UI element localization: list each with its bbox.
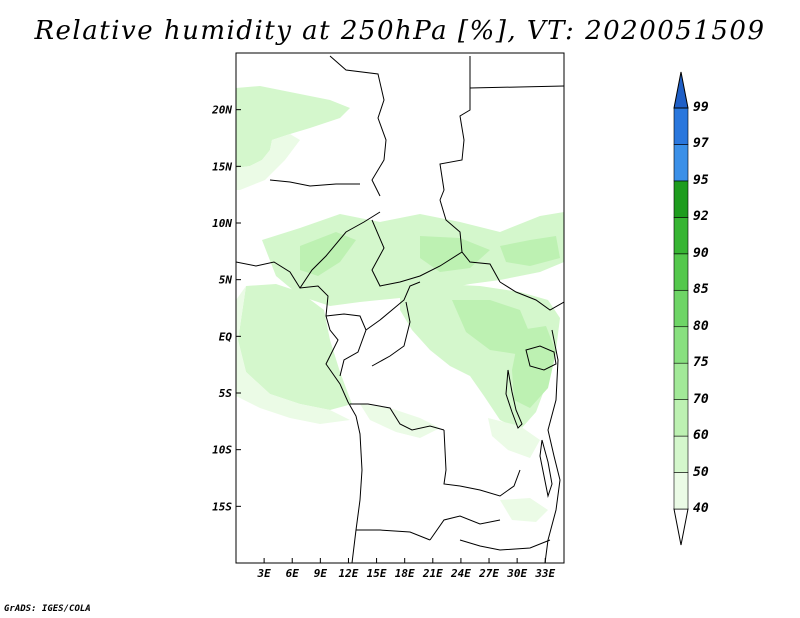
border-drc-congo xyxy=(365,281,421,331)
humidity-shading xyxy=(236,86,564,522)
colorbar-segment xyxy=(673,435,689,473)
humid-area-south-patch-1 xyxy=(360,404,440,438)
colorbar-level-label: 70 xyxy=(693,391,709,407)
colorbar-level-label: 75 xyxy=(693,355,709,371)
lat-tick-label: 10N xyxy=(212,217,232,230)
humid-area-central-band-core-2 xyxy=(420,236,490,272)
lat-tick-label: 5N xyxy=(219,274,233,287)
longitude-ticks: 3E 6E 9E 12E 15E 18E 21E 24E 27E 30E 33E xyxy=(256,558,556,580)
lat-tick-label: 10S xyxy=(212,444,232,457)
colorbar-segment xyxy=(673,144,689,182)
border-angola-north xyxy=(350,403,445,431)
colorbar-level-label: 80 xyxy=(693,318,709,334)
border-cameroon xyxy=(299,211,381,289)
humid-area-northwest xyxy=(236,86,350,168)
coastline-west-africa xyxy=(236,261,363,563)
country-borders xyxy=(236,55,564,563)
lake-malawi-outline xyxy=(539,439,553,498)
lake-victoria-outline xyxy=(525,345,557,371)
lon-tick-label: 9E xyxy=(314,567,328,580)
border-libya-chad xyxy=(329,55,387,197)
colorbar-segment xyxy=(673,472,689,510)
lake-tanganyika-outline xyxy=(505,369,523,429)
colorbar-segment xyxy=(673,217,689,255)
lon-tick-label: 21E xyxy=(422,567,443,580)
lat-tick-label: EQ xyxy=(219,330,233,343)
colorbar-under-triangle xyxy=(673,508,689,546)
colorbar-level-label: 90 xyxy=(693,245,709,261)
lon-tick-label: 12E xyxy=(339,567,359,580)
colorbar-level-label: 97 xyxy=(693,136,709,152)
lon-tick-label: 15E xyxy=(367,567,387,580)
border-drc-west xyxy=(371,301,411,367)
border-angola-east xyxy=(443,429,461,487)
lat-tick-label: 20N xyxy=(211,104,232,117)
grads-credit: GrADS: IGES/COLA xyxy=(4,604,91,614)
colorbar-segment xyxy=(673,326,689,364)
humid-area-south-patch-2 xyxy=(488,418,540,458)
border-egypt-sudan xyxy=(439,56,471,201)
lon-tick-label: 33E xyxy=(534,567,555,580)
lon-tick-label: 3E xyxy=(256,567,271,580)
lat-tick-label: 5S xyxy=(219,387,233,400)
lat-tick-label: 15S xyxy=(212,500,232,513)
lon-tick-label: 18E xyxy=(395,567,415,580)
colorbar-level-label: 50 xyxy=(693,464,709,480)
colorbar-segment xyxy=(673,289,689,328)
border-south-east xyxy=(459,539,551,551)
colorbar-segment xyxy=(673,180,689,218)
border-sudan-north xyxy=(469,85,564,89)
east-african-coast xyxy=(544,329,561,563)
colorbar-over-triangle xyxy=(673,71,689,109)
map-frame xyxy=(235,52,565,564)
lon-tick-label: 6E xyxy=(286,567,300,580)
colorbar-segment xyxy=(673,253,689,291)
colorbar-level-label: 60 xyxy=(693,428,709,444)
lon-tick-label: 24E xyxy=(450,567,471,580)
colorbar-level-label: 99 xyxy=(693,100,709,115)
humid-area-gulf-guinea xyxy=(238,284,352,410)
map-title: Relative humidity at 250hPa [%], VT: 202… xyxy=(34,16,766,46)
colorbar-level-label: 40 xyxy=(693,501,709,516)
humid-area-congo-basin-core xyxy=(452,300,530,354)
border-zambia-north xyxy=(459,469,521,497)
humid-area-south-patch-3 xyxy=(500,498,548,522)
border-niger-nigeria xyxy=(269,179,360,187)
colorbar-segment xyxy=(673,107,689,145)
lat-tick-label: 15N xyxy=(212,160,232,173)
latitude-ticks: 20N 15N 10N 5N EQ 5S 10S 15S xyxy=(211,104,241,513)
lon-tick-label: 30E xyxy=(506,567,527,580)
humid-area-northwest-light xyxy=(236,134,300,190)
humid-area-gulf-guinea-light xyxy=(236,286,350,424)
border-namibia-botswana xyxy=(429,515,501,541)
colorbar-level-label: 92 xyxy=(693,209,709,225)
border-angola-south xyxy=(356,529,431,541)
colorbar-level-label: 85 xyxy=(693,282,709,298)
border-car-north xyxy=(371,219,463,287)
humid-area-central-band-core-3 xyxy=(500,236,560,266)
border-south-sudan-uganda xyxy=(499,281,564,311)
colorbar-segment xyxy=(673,362,689,400)
colorbar xyxy=(673,71,689,546)
lon-tick-label: 27E xyxy=(478,567,499,580)
colorbar-level-label: 95 xyxy=(693,172,709,188)
colorbar-segment xyxy=(673,399,689,437)
